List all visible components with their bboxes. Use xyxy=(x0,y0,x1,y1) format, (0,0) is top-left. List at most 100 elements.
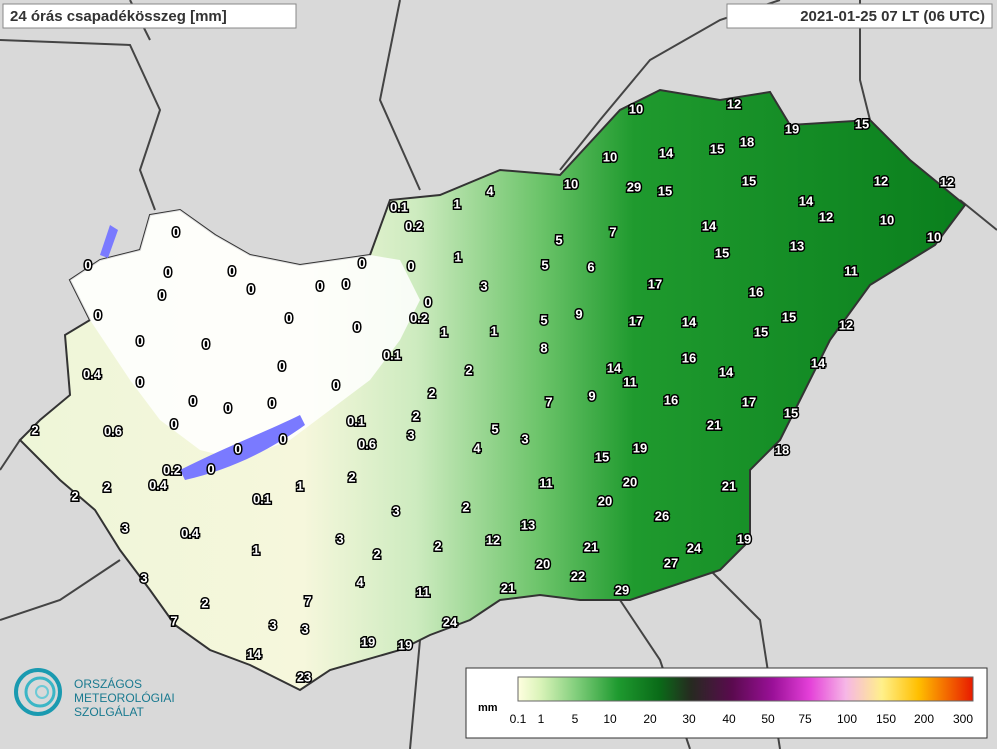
station-value: 0 xyxy=(424,294,431,309)
station-value: 15 xyxy=(784,405,798,420)
station-value: 16 xyxy=(682,350,696,365)
station-value: 17 xyxy=(629,313,643,328)
station-value: 15 xyxy=(754,324,768,339)
station-value: 4 xyxy=(356,574,364,589)
legend-tick-label: 10 xyxy=(603,712,617,726)
station-value: 14 xyxy=(247,646,262,661)
station-value: 14 xyxy=(811,355,826,370)
station-value: 17 xyxy=(742,394,756,409)
station-value: 10 xyxy=(629,101,643,116)
station-value: 1 xyxy=(296,478,303,493)
station-value: 14 xyxy=(799,193,814,208)
station-value: 3 xyxy=(121,520,128,535)
station-value: 5 xyxy=(540,312,547,327)
station-value: 4 xyxy=(473,440,481,455)
station-value: 3 xyxy=(480,278,487,293)
station-value: 3 xyxy=(521,431,528,446)
legend-tick-label: 1 xyxy=(538,712,545,726)
station-value: 0 xyxy=(84,257,91,272)
station-value: 17 xyxy=(648,276,662,291)
station-value: 4 xyxy=(486,183,494,198)
station-value: 14 xyxy=(607,360,622,375)
legend-tick-label: 300 xyxy=(953,712,973,726)
station-value: 0 xyxy=(278,358,285,373)
station-value: 10 xyxy=(603,149,617,164)
title-box xyxy=(2,3,297,29)
station-value: 0.1 xyxy=(390,199,408,214)
lake-balaton xyxy=(180,415,305,480)
station-value: 8 xyxy=(540,340,547,355)
timestamp-box xyxy=(726,3,993,29)
station-value: 24 xyxy=(443,614,458,629)
station-value: 14 xyxy=(702,218,717,233)
station-value: 21 xyxy=(722,478,736,493)
station-value: 1 xyxy=(454,249,461,264)
station-value: 6 xyxy=(587,259,594,274)
legend-tick-label: 150 xyxy=(876,712,896,726)
station-value: 0.6 xyxy=(358,436,376,451)
station-value: 0 xyxy=(224,400,231,415)
station-value: 1 xyxy=(453,196,460,211)
station-value: 11 xyxy=(416,584,430,599)
station-value: 19 xyxy=(361,634,375,649)
station-value: 15 xyxy=(595,449,609,464)
station-value: 2 xyxy=(434,538,441,553)
station-value: 20 xyxy=(536,556,550,571)
timestamp: 2021-01-25 07 LT (06 UTC) xyxy=(800,8,985,25)
station-value: 15 xyxy=(742,173,756,188)
legend-tick-label: 200 xyxy=(914,712,934,726)
station-value: 2 xyxy=(31,422,38,437)
station-value: 2 xyxy=(465,362,472,377)
station-value: 10 xyxy=(927,229,941,244)
station-value: 0.4 xyxy=(149,477,168,492)
station-value: 15 xyxy=(658,183,672,198)
colorbar xyxy=(517,676,974,702)
station-value: 2 xyxy=(373,546,380,561)
station-value: 5 xyxy=(555,232,562,247)
station-value: 0.1 xyxy=(383,347,401,362)
station-value: 0 xyxy=(164,264,171,279)
station-value: 0 xyxy=(342,276,349,291)
dry-area xyxy=(70,210,420,460)
hungary xyxy=(18,88,967,692)
logo-text: SZOLGÁLAT xyxy=(74,704,144,719)
station-value: 5 xyxy=(491,421,498,436)
station-value: 0 xyxy=(172,224,179,239)
station-value: 27 xyxy=(664,555,678,570)
station-value: 12 xyxy=(486,532,500,547)
station-value: 11 xyxy=(844,263,858,278)
station-value: 2 xyxy=(462,499,469,514)
station-value: 26 xyxy=(655,508,669,523)
station-value: 22 xyxy=(571,568,585,583)
station-value: 0 xyxy=(247,281,254,296)
station-value: 0 xyxy=(170,416,177,431)
station-value: 10 xyxy=(880,212,894,227)
station-value: 16 xyxy=(749,284,763,299)
station-value: 29 xyxy=(615,582,629,597)
legend-tick-label: 100 xyxy=(837,712,857,726)
station-value: 24 xyxy=(687,540,702,555)
legend-tick-label: 75 xyxy=(798,712,812,726)
station-value: 3 xyxy=(407,427,414,442)
station-value: 0.2 xyxy=(405,218,423,233)
station-value: 18 xyxy=(775,442,789,457)
station-value: 0 xyxy=(407,258,414,273)
station-value: 0 xyxy=(285,310,292,325)
station-value: 0.2 xyxy=(410,310,428,325)
station-value: 14 xyxy=(659,145,674,160)
station-value: 16 xyxy=(664,392,678,407)
station-value: 0 xyxy=(279,431,286,446)
station-value: 11 xyxy=(539,475,553,490)
logo: ORSZÁGOS METEOROLÓGIAI SZOLGÁLAT xyxy=(14,668,175,719)
station-value: 0 xyxy=(268,395,275,410)
station-value: 2 xyxy=(71,488,78,503)
station-value: 3 xyxy=(301,621,308,636)
station-value: 0.1 xyxy=(253,491,271,506)
station-value: 23 xyxy=(297,669,311,684)
station-value: 9 xyxy=(588,388,595,403)
station-value: 15 xyxy=(710,141,724,156)
legend-unit: mm xyxy=(478,702,498,714)
legend-tick-label: 40 xyxy=(722,712,736,726)
station-value: 18 xyxy=(740,134,754,149)
station-value: 21 xyxy=(707,417,721,432)
